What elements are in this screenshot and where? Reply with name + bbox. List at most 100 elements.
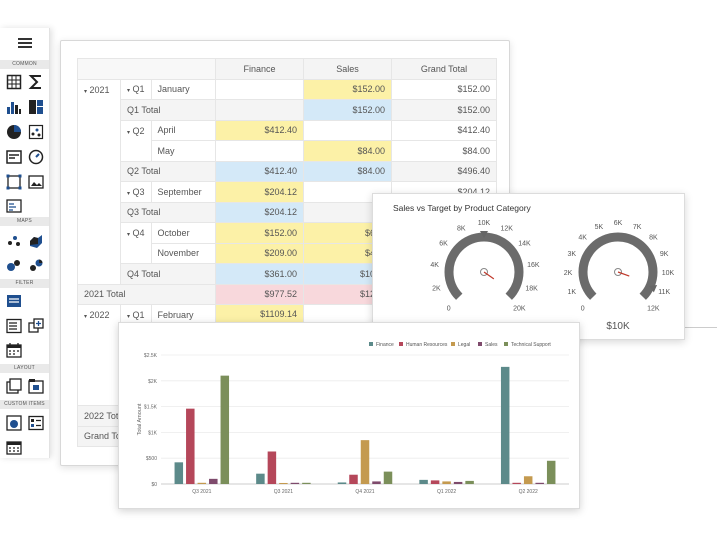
treemap-icon[interactable] [28, 99, 44, 115]
card-icon[interactable] [6, 149, 22, 165]
combo-filter-icon[interactable] [6, 318, 22, 334]
choropleth-icon[interactable] [28, 233, 44, 249]
group-container-icon[interactable] [6, 378, 22, 394]
bar-chart-svg: $0 $500 $1K $1.5K $2K $2.5K Total Amount Q3 202… [137, 342, 569, 495]
bar-chart-icon[interactable] [6, 99, 22, 115]
gauge-2-tick-label: 5K [595, 224, 604, 231]
x-tick-label: Q4 2021 [355, 489, 374, 495]
table-row: Q1 Total $152.00 $152.00 [78, 99, 497, 121]
bar-legal[interactable] [360, 440, 370, 484]
year-cell[interactable]: ▾ 2022 [77, 304, 121, 406]
tree-filter-icon[interactable] [28, 318, 44, 334]
gauge-1[interactable]: 02K4K6K8K10K12K14K16K18K20K18.6K [430, 220, 540, 332]
gauge-2-tick-label: 1K [568, 289, 577, 296]
month-cell: September [150, 181, 217, 203]
bar-legal[interactable] [442, 481, 451, 484]
group-filter: FILTER [0, 279, 49, 288]
y-tick-label: $0 [151, 482, 157, 488]
legend-label[interactable]: Sales [485, 342, 498, 348]
bar-legal[interactable] [279, 482, 288, 484]
gauge-2-tick-label: 8K [649, 235, 658, 242]
total-cell: $84.00 [391, 140, 497, 162]
group-common: COMMON [0, 60, 49, 69]
bar-finance[interactable] [174, 462, 184, 484]
legend-label[interactable]: Legal [458, 342, 470, 348]
bar-legal[interactable] [197, 482, 207, 484]
web-page-icon[interactable] [6, 415, 22, 431]
dots-map-icon[interactable] [6, 233, 22, 249]
quarter-cell[interactable]: ▾ Q1 [120, 78, 152, 100]
bar-sales[interactable] [453, 481, 463, 484]
pie-map-icon[interactable] [28, 257, 44, 273]
bar-human-resources[interactable] [186, 408, 195, 484]
range-icon[interactable] [6, 174, 22, 190]
month-cell: November [150, 242, 217, 264]
bar-technical-support[interactable] [302, 482, 311, 484]
image-icon[interactable] [28, 174, 44, 190]
table-row: Q2 Total $412.40 $84.00 $496.40 [78, 160, 497, 182]
gauge-icon[interactable] [28, 149, 44, 165]
sales-cell: $407 [303, 242, 392, 264]
sigma-icon[interactable] [28, 74, 44, 90]
column-header-finance[interactable]: Finance [215, 58, 304, 80]
year-cell[interactable]: ▾ 2021 [77, 78, 121, 285]
bar-finance[interactable] [256, 473, 265, 484]
pie-icon[interactable] [6, 124, 22, 140]
filter-list-icon[interactable] [6, 293, 22, 309]
bar-technical-support[interactable] [220, 375, 230, 484]
gauge-1-arc [444, 232, 524, 300]
pivot-header-row: Finance Sales Grand Total [77, 58, 497, 80]
finance-cell: $412.40 [215, 119, 304, 141]
gauge-1-tick-label: 14K [518, 241, 531, 248]
bar-human-resources[interactable] [512, 482, 521, 484]
bar-sales[interactable] [209, 478, 218, 484]
bar-human-resources[interactable] [430, 480, 440, 484]
date-filter-icon[interactable] [6, 342, 22, 358]
bar-legal[interactable] [523, 476, 533, 484]
legend-label[interactable]: Human Resources [406, 342, 448, 348]
total-cell: $496.40 [391, 160, 497, 182]
bar-human-resources[interactable] [349, 474, 358, 484]
menu-icon[interactable] [18, 38, 32, 48]
finance-cell: $209.00 [215, 242, 304, 264]
gauge-2-tick-label: 3K [568, 251, 577, 258]
bar-human-resources[interactable] [267, 451, 277, 484]
gauge-2[interactable]: 0 1K 2K 3K 4K 5K 6K 7K 8K 9K 10K 11K 12K $10K [564, 220, 675, 332]
bar-finance[interactable] [337, 482, 347, 484]
finance-cell: $977.52 [215, 283, 304, 305]
bar-finance[interactable] [419, 479, 428, 484]
calendar-icon[interactable] [6, 439, 22, 455]
gauge-2-tick-label: 4K [578, 235, 587, 242]
y-tick-label: $1K [148, 430, 158, 436]
scatter-icon[interactable] [28, 124, 44, 140]
gauge-1-tick-label: 8K [457, 225, 466, 232]
column-header-sales[interactable]: Sales [303, 58, 392, 80]
legend-swatch [478, 342, 482, 346]
bar-technical-support[interactable] [383, 471, 393, 484]
text-box-icon[interactable] [6, 198, 22, 214]
quarter-cell[interactable]: ▾ Q2 [120, 119, 152, 162]
bubble-map-icon[interactable] [6, 257, 22, 273]
gauge-1-tick-label: 0 [447, 305, 451, 312]
quarter-cell[interactable]: ▾ Q4 [120, 222, 152, 264]
sales-cell [303, 119, 392, 141]
bar-sales[interactable] [535, 482, 544, 484]
column-header-grand-total[interactable]: Grand Total [391, 58, 497, 80]
grid-icon[interactable] [6, 74, 22, 90]
legend-label[interactable]: Finance [376, 342, 394, 348]
bar-sales[interactable] [290, 482, 300, 484]
tab-container-icon[interactable] [28, 378, 44, 394]
month-cell: May [150, 140, 217, 162]
bar-sales[interactable] [372, 481, 381, 484]
sales-cell: $642 [303, 222, 392, 244]
gauge-1-tick-label: 16K [527, 262, 540, 269]
custom-list-icon[interactable] [28, 415, 44, 431]
bar-technical-support[interactable] [465, 480, 474, 484]
bar-finance[interactable] [500, 366, 510, 484]
month-cell: October [150, 222, 217, 244]
bar-technical-support[interactable] [546, 460, 556, 484]
y-tick-label: $2K [148, 379, 158, 385]
finance-cell: $412.40 [215, 160, 304, 182]
legend-label[interactable]: Technical Support [511, 342, 551, 348]
quarter-cell[interactable]: ▾ Q3 [120, 181, 152, 203]
